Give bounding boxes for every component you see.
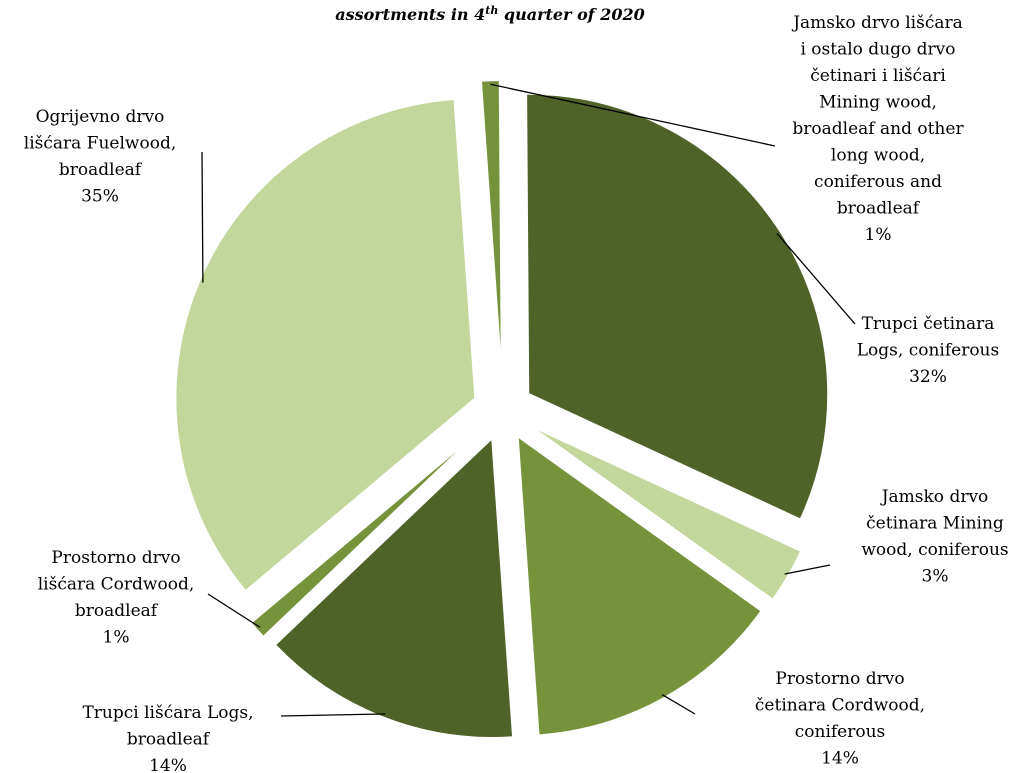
slice-label-line: coniferous and (814, 172, 942, 192)
leader-line-1 (490, 83, 776, 147)
leader-line-7 (201, 151, 204, 283)
slice-label-line: Jamsko drvo (880, 487, 989, 507)
slice-percent-label: 1% (865, 225, 892, 245)
pie-slice-4 (516, 434, 763, 737)
leader-line-6 (207, 593, 261, 628)
slice-percent-label: 32% (909, 367, 947, 387)
slice-percent-label: 35% (81, 187, 119, 207)
slice-label-4: Prostorno drvo četinara Cordwood, conifero… (755, 669, 925, 769)
slice-label-line: broadleaf and other (792, 119, 964, 139)
slice-label-line: Prostorno drvo (775, 669, 904, 689)
slice-label-line: četinara Cordwood, (755, 696, 925, 716)
slice-label-line: broadleaf (75, 601, 159, 621)
slice-label-line: wood, coniferous (861, 540, 1008, 560)
slice-label-line: broadleaf (59, 160, 143, 180)
pie-slice-7 (174, 97, 477, 593)
slice-label-2: Trupci četinara Logs, coniferous 32% (857, 314, 999, 387)
slice-labels: Jamsko drvo lišćara i ostalo dugo drvo čet… (24, 13, 1009, 773)
slice-percent-label: 3% (922, 567, 949, 587)
slice-label-6: Prostorno drvo lišćara Cordwood, broadleaf… (38, 548, 194, 648)
leader-line-3 (784, 564, 831, 575)
slice-label-line: četinari i lišćari (810, 66, 946, 86)
slice-label-line: i ostalo dugo drvo (800, 40, 955, 60)
slice-label-7: Ogrijevno drvo lišćara Fuelwood, broadleaf… (24, 107, 176, 207)
slice-label-line: lišćara Fuelwood, (24, 134, 176, 154)
slice-label-line: Jamsko drvo lišćara (791, 13, 963, 33)
slice-label-5: Trupci lišćara Logs, broadleaf 14% (82, 703, 253, 773)
leader-lines (201, 83, 856, 717)
pie-slice-2 (525, 92, 830, 521)
slice-label-line: Trupci lišćara Logs, (82, 703, 253, 723)
slice-label-line: Prostorno drvo (51, 548, 180, 568)
slice-label-1: Jamsko drvo lišćara i ostalo dugo drvo čet… (791, 13, 964, 245)
leader-line-2 (776, 232, 856, 325)
slice-percent-label: 14% (149, 756, 187, 773)
pie-slice-6 (249, 429, 482, 639)
pie-slices (174, 79, 830, 739)
leader-line-4 (661, 694, 696, 715)
slice-label-line: Trupci četinara (862, 314, 995, 334)
pie-slice-5 (273, 435, 515, 739)
slice-label-line: broadleaf (837, 199, 921, 219)
slice-label-line: Logs, coniferous (857, 341, 999, 361)
slice-label-line: long wood, (831, 146, 925, 166)
chart-title: assortments in 4th quarter of 2020 (335, 4, 645, 24)
slice-percent-label: 1% (103, 628, 130, 648)
leader-line-5 (280, 713, 386, 717)
pie-slice-1 (479, 79, 503, 381)
slice-percent-label: 14% (821, 749, 859, 769)
slice-label-line: Ogrijevno drvo (36, 107, 165, 127)
slice-label-line: četinara Mining (866, 514, 1004, 534)
slice-label-3: Jamsko drvo četinara Mining wood, conifero… (861, 487, 1008, 587)
slice-label-line: broadleaf (127, 730, 211, 750)
slice-label-line: Mining wood, (819, 93, 937, 113)
pie-slice-3 (528, 424, 803, 602)
slice-label-line: lišćara Cordwood, (38, 575, 194, 595)
slice-label-line: coniferous (795, 722, 886, 742)
